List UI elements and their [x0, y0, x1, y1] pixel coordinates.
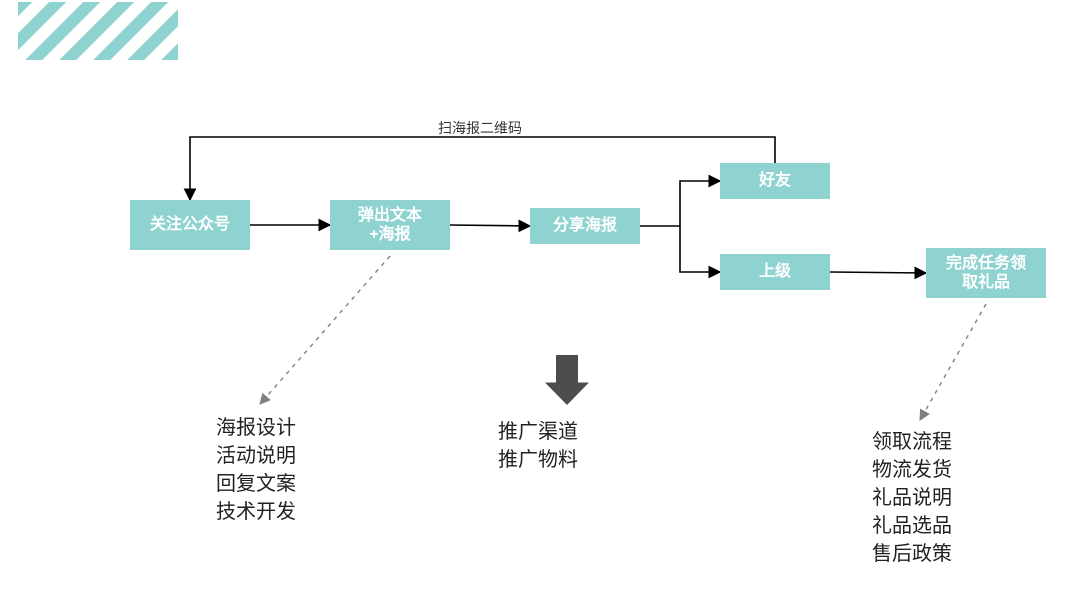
node-reward-label: 完成任务领 取礼品: [946, 254, 1026, 292]
node-share: 分享海报: [530, 208, 640, 244]
node-popup-label: 弹出文本 +海报: [358, 206, 422, 244]
note-left: 海报设计 活动说明 回复文案 技术开发: [216, 414, 296, 526]
node-popup: 弹出文本 +海报: [330, 200, 450, 250]
feedback-edge-label: 扫海报二维码: [438, 118, 522, 138]
node-friend-label: 好友: [759, 171, 791, 190]
diagram-stage: 关注公众号 弹出文本 +海报 分享海报 好友 上级 完成任务领 取礼品 扫海报二…: [0, 0, 1080, 594]
node-follow-label: 关注公众号: [150, 215, 230, 234]
node-parent-label: 上级: [759, 262, 791, 281]
note-center: 推广渠道 推广物料: [498, 418, 578, 474]
node-follow: 关注公众号: [130, 200, 250, 250]
note-right: 领取流程 物流发货 礼品说明 礼品选品 售后政策: [872, 428, 952, 568]
node-friend: 好友: [720, 163, 830, 199]
decor-stripes: [18, 2, 178, 60]
node-reward: 完成任务领 取礼品: [926, 248, 1046, 298]
node-share-label: 分享海报: [553, 216, 617, 235]
node-parent: 上级: [720, 254, 830, 290]
